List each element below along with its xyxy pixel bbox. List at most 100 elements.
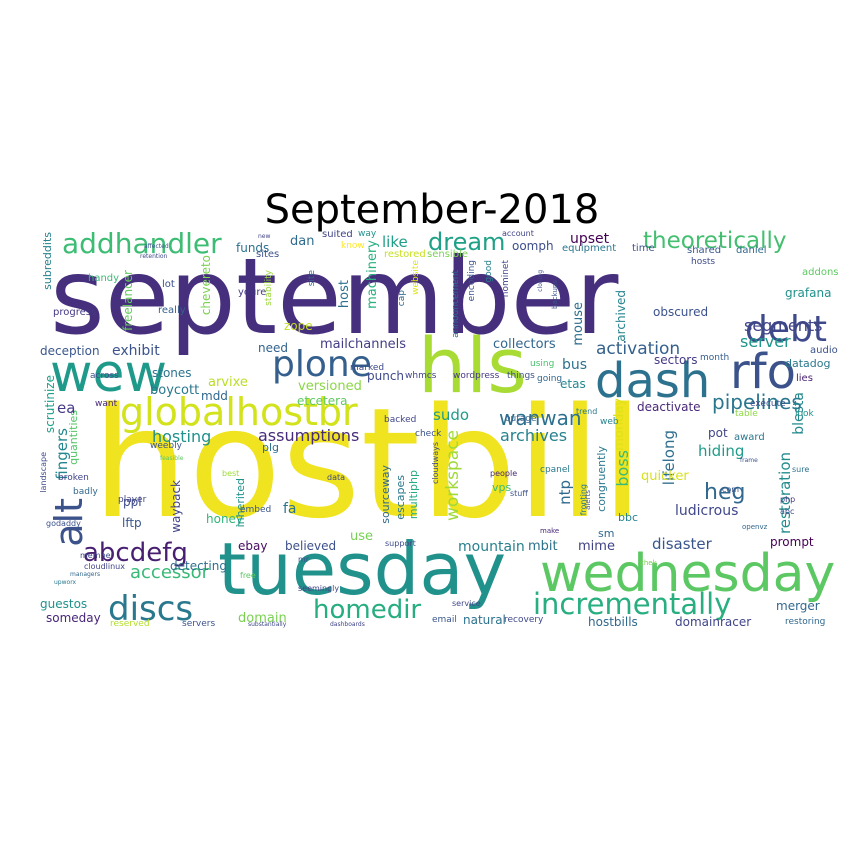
word: congruently <box>595 446 608 512</box>
word: versioned <box>298 379 362 394</box>
word: september <box>50 236 619 358</box>
word: mbit <box>528 539 558 554</box>
word: announcement <box>451 270 461 338</box>
word: cloning <box>537 270 544 292</box>
word: new <box>258 233 271 240</box>
word: disaster <box>652 535 712 553</box>
word: nominet <box>501 260 511 298</box>
word: datadog <box>785 357 831 370</box>
word: homedir <box>313 595 422 625</box>
word: backed <box>384 415 417 425</box>
word: discs <box>108 589 194 629</box>
word: upset <box>570 231 610 247</box>
word: quicker <box>641 469 689 484</box>
word: progress <box>53 307 97 318</box>
word: time <box>632 243 655 254</box>
word: check <box>415 429 442 439</box>
word: scrutinize <box>43 375 57 434</box>
word: way <box>358 230 377 239</box>
word: openvz <box>742 523 768 531</box>
word: youre <box>238 287 267 298</box>
word: merger <box>776 599 820 613</box>
word: managers <box>70 571 101 578</box>
word: restored <box>384 249 426 260</box>
word: recovery <box>504 615 544 625</box>
word: want <box>95 399 118 409</box>
word: natural <box>463 613 506 627</box>
word: restoration <box>776 452 794 535</box>
cloud-title: September-2018 <box>264 187 600 233</box>
word: sourceway <box>379 465 392 524</box>
word: wew <box>50 344 168 404</box>
word: wayback <box>169 480 183 533</box>
word: inherited <box>234 478 247 528</box>
word: account <box>502 230 534 238</box>
word: marked <box>350 363 385 373</box>
word: broken <box>58 473 89 483</box>
word: sites <box>256 249 280 260</box>
word: award <box>734 432 765 443</box>
word: backups <box>551 280 559 309</box>
word: feasible <box>160 455 184 462</box>
word: know <box>341 241 365 251</box>
word: mailchannels <box>320 337 407 352</box>
word: using <box>530 359 555 369</box>
word: quantities <box>67 410 80 465</box>
word: site <box>307 270 317 287</box>
word: rfo <box>730 344 796 400</box>
word: honey <box>206 512 244 526</box>
word: lot <box>162 279 175 290</box>
word: make <box>540 527 560 535</box>
word: grafana <box>785 286 832 300</box>
word: cloudways <box>431 442 440 485</box>
word: chevereto <box>199 255 213 316</box>
word: fa <box>283 501 297 517</box>
word: audio <box>810 345 838 356</box>
word: hostbills <box>588 615 638 629</box>
word: boycott <box>150 383 200 398</box>
word: dash <box>595 353 711 409</box>
word: mountain <box>458 539 525 555</box>
word: escapes <box>394 475 407 520</box>
word: sure <box>792 465 810 474</box>
word: archived <box>614 290 628 342</box>
word: obscured <box>653 305 709 319</box>
word: execute <box>750 399 786 409</box>
word: support <box>385 539 416 548</box>
word: data <box>327 473 346 482</box>
word: hostbill <box>92 375 644 552</box>
word: good <box>484 260 494 283</box>
word: landscape <box>40 452 48 493</box>
word: dream <box>428 230 506 256</box>
word: best <box>222 469 240 478</box>
word: bbc <box>618 511 639 524</box>
word: people <box>490 469 518 478</box>
word: etas <box>560 377 586 391</box>
word: tuesday <box>218 527 507 611</box>
word: web <box>600 417 619 427</box>
word: heg <box>704 480 746 505</box>
word: stones <box>152 366 192 380</box>
word: wanwan <box>499 406 582 430</box>
word: like <box>382 233 408 251</box>
word: plone <box>272 344 372 385</box>
word: multiphp <box>407 470 420 520</box>
word: believed <box>285 539 337 553</box>
word: trend <box>576 407 598 416</box>
word: mouse <box>571 302 586 346</box>
word: ebay <box>238 539 268 553</box>
word: bus <box>562 357 588 373</box>
word: fronting <box>579 484 588 516</box>
word: equipment <box>562 243 617 254</box>
word: domainracer <box>675 615 752 629</box>
word: server <box>740 332 791 351</box>
word: sm <box>598 527 615 540</box>
word: stability <box>264 270 274 306</box>
word: service <box>452 599 481 608</box>
word: domain <box>238 611 287 626</box>
word: lies <box>796 373 813 384</box>
word: hls <box>418 321 527 410</box>
word: ntp <box>556 480 574 505</box>
word: wednesday <box>540 544 836 604</box>
word: cap <box>397 290 407 307</box>
